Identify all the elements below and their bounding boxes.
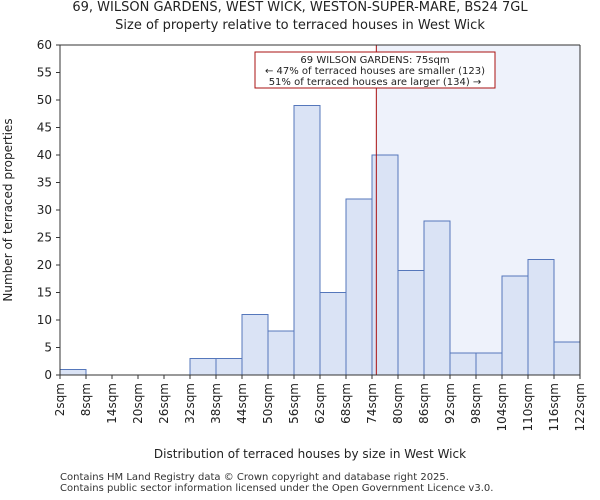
- bar-110sqm: [527, 259, 555, 376]
- y-axis-title: Number of terraced properties: [1, 118, 15, 301]
- x-tick-label-86sqm: 86sqm: [417, 383, 431, 424]
- x-tick-label-2sqm: 2sqm: [53, 383, 67, 416]
- x-tick-label-116sqm: 116sqm: [547, 383, 561, 431]
- x-tick-label-104sqm: 104sqm: [495, 383, 509, 431]
- x-tick-label-14sqm: 14sqm: [105, 383, 119, 424]
- bar-62sqm: [319, 292, 347, 376]
- x-tick-label-122sqm: 122sqm: [573, 383, 587, 431]
- y-tick-label-0: 0: [44, 368, 52, 382]
- chart-subtitle: Size of property relative to terraced ho…: [115, 18, 485, 33]
- bar-68sqm: [345, 198, 373, 376]
- bar-50sqm: [267, 330, 295, 376]
- bar-98sqm: [475, 352, 503, 376]
- bar-104sqm: [501, 275, 529, 376]
- bar-86sqm: [423, 220, 451, 376]
- annotation-line-2: ← 47% of terraced houses are smaller (12…: [265, 66, 485, 77]
- footer-line-2: Contains public sector information licen…: [60, 483, 494, 494]
- y-tick-label-40: 40: [37, 148, 52, 162]
- y-tick-label-15: 15: [37, 286, 52, 300]
- y-tick-label-45: 45: [37, 121, 52, 135]
- y-tick-label-55: 55: [37, 66, 52, 80]
- x-tick-label-98sqm: 98sqm: [469, 383, 483, 424]
- x-tick-label-110sqm: 110sqm: [521, 383, 535, 431]
- chart-title: 69, WILSON GARDENS, WEST WICK, WESTON-SU…: [72, 0, 528, 15]
- x-tick-label-62sqm: 62sqm: [313, 383, 327, 424]
- annotation-line-3: 51% of terraced houses are larger (134) …: [269, 77, 482, 88]
- x-tick-label-8sqm: 8sqm: [79, 383, 93, 416]
- bar-56sqm: [293, 105, 321, 376]
- bar-44sqm: [241, 314, 269, 376]
- y-tick-label-60: 60: [37, 38, 52, 52]
- x-tick-label-56sqm: 56sqm: [287, 383, 301, 424]
- bar-38sqm: [215, 358, 243, 376]
- x-tick-label-44sqm: 44sqm: [235, 383, 249, 424]
- y-tick-label-35: 35: [37, 176, 52, 190]
- annotation-box: [254, 51, 496, 89]
- annotation-line-1: 69 WILSON GARDENS: 75sqm: [300, 55, 449, 66]
- x-tick-label-68sqm: 68sqm: [339, 383, 353, 424]
- footer: Contains HM Land Registry data © Crown c…: [60, 472, 493, 494]
- x-tick-label-80sqm: 80sqm: [391, 383, 405, 424]
- y-tick-label-5: 5: [44, 341, 52, 355]
- y-tick-label-10: 10: [37, 313, 52, 327]
- x-tick-label-38sqm: 38sqm: [209, 383, 223, 424]
- x-tick-label-26sqm: 26sqm: [157, 383, 171, 424]
- bar-92sqm: [449, 352, 477, 376]
- x-tick-label-20sqm: 20sqm: [131, 383, 145, 424]
- footer-line-1: Contains HM Land Registry data © Crown c…: [60, 472, 449, 483]
- x-tick-label-74sqm: 74sqm: [365, 383, 379, 424]
- x-tick-label-92sqm: 92sqm: [443, 383, 457, 424]
- x-tick-label-32sqm: 32sqm: [183, 383, 197, 424]
- x-tick-label-50sqm: 50sqm: [261, 383, 275, 424]
- y-tick-label-50: 50: [37, 93, 52, 107]
- bar-116sqm: [553, 341, 581, 376]
- bar-32sqm: [189, 358, 217, 376]
- bar-2sqm: [59, 369, 87, 376]
- y-tick-label-20: 20: [37, 258, 52, 272]
- bar-80sqm: [397, 270, 425, 376]
- y-tick-label-25: 25: [37, 231, 52, 245]
- y-tick-label-30: 30: [37, 203, 52, 217]
- x-axis-title: Distribution of terraced houses by size …: [154, 447, 466, 461]
